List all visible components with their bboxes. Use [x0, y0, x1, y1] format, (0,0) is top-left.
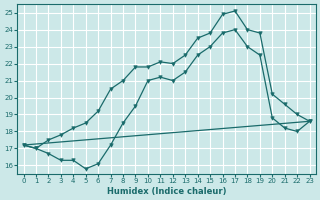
X-axis label: Humidex (Indice chaleur): Humidex (Indice chaleur): [107, 187, 226, 196]
